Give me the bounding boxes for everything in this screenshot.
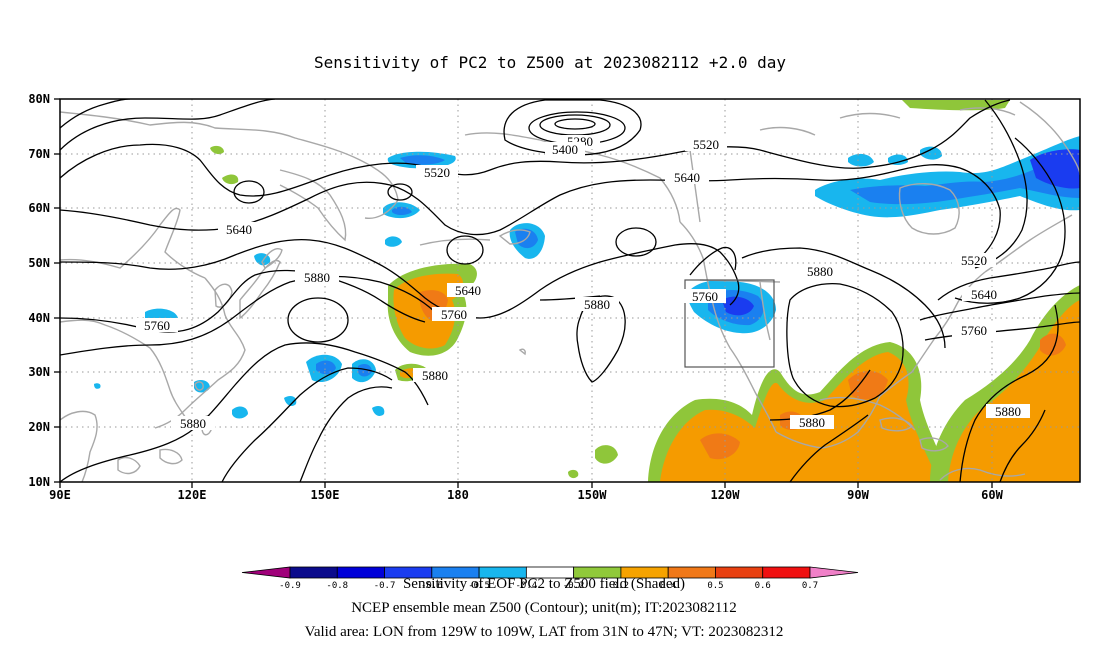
colorbar-tick-label: -0.6 xyxy=(421,581,443,591)
lat-tick-label: 10N xyxy=(28,475,50,489)
svg-text:5760: 5760 xyxy=(441,307,467,322)
contour-label: 5400 xyxy=(545,142,585,157)
contour-label: 5640 xyxy=(665,170,709,185)
lon-tick-label: 120W xyxy=(711,488,741,502)
svg-text:5640: 5640 xyxy=(226,222,252,237)
lat-tick-label: 60N xyxy=(28,201,50,215)
lat-tick-label: 40N xyxy=(28,311,50,325)
colorbar-swatch xyxy=(762,566,811,579)
colorbar-swatch xyxy=(336,566,385,579)
svg-text:5880: 5880 xyxy=(807,264,833,279)
svg-text:5880: 5880 xyxy=(304,270,330,285)
colorbar-tick-label: -0.9 xyxy=(279,581,301,591)
svg-text:5640: 5640 xyxy=(674,170,700,185)
contour-label: 5640 xyxy=(962,287,1006,302)
svg-text:5880: 5880 xyxy=(180,416,206,431)
svg-text:5880: 5880 xyxy=(799,415,825,430)
map-area: 5280 5400 5520 5520 5520 5640 5640 5640 … xyxy=(28,92,1081,502)
lon-tick-label: 60W xyxy=(981,488,1003,502)
svg-text:5400: 5400 xyxy=(552,142,578,157)
lon-tick-label: 150W xyxy=(578,488,608,502)
svg-text:5640: 5640 xyxy=(971,287,997,302)
lat-tick-label: 30N xyxy=(28,365,50,379)
longitude-labels: 90E 120E 150E 180 150W 120W 90W 60W xyxy=(49,488,1003,502)
svg-text:5520: 5520 xyxy=(961,253,987,268)
valid-area-box xyxy=(684,279,775,368)
contour-label: 5520 xyxy=(952,253,996,268)
colorbar-tick-label: -0.2 xyxy=(563,581,585,591)
contour-label: 5880 xyxy=(413,368,457,383)
svg-text:5520: 5520 xyxy=(693,137,719,152)
colorbar-high-arrow xyxy=(809,566,859,579)
caption-block: Sensitivity of EOF PC2 to Z500 field (Sh… xyxy=(305,576,784,640)
svg-text:5760: 5760 xyxy=(692,289,718,304)
colorbar-tick-label: -0.7 xyxy=(374,581,396,591)
contour-label: 5880 xyxy=(986,404,1030,419)
colorbar-tick-label: -0.5 xyxy=(468,581,490,591)
contour-label: 5760 xyxy=(136,318,178,333)
lat-tick-label: 80N xyxy=(28,92,50,106)
lon-tick-label: 120E xyxy=(178,488,207,502)
contour-label: 5760 xyxy=(952,323,996,338)
colorbar-swatch xyxy=(289,566,338,579)
lon-tick-label: 150E xyxy=(311,488,340,502)
svg-text:5760: 5760 xyxy=(144,318,170,333)
svg-text:5880: 5880 xyxy=(584,297,610,312)
contour-label: 5640 xyxy=(447,283,489,298)
contour-label: 5880 xyxy=(790,415,834,430)
caption-line-2: NCEP ensemble mean Z500 (Contour); unit(… xyxy=(351,600,737,616)
colorbar-tick-label: -0.8 xyxy=(326,581,348,591)
map-frame xyxy=(59,98,1081,483)
axis-ticks xyxy=(54,98,993,488)
colorbar-tick-label: 0.7 xyxy=(802,581,818,591)
colorbar-tick-label: 0.6 xyxy=(755,581,771,591)
contour-label: 5760 xyxy=(432,307,476,322)
contour-labels: 5280 5400 5520 5520 5520 5640 5640 5640 … xyxy=(136,134,1030,431)
latitude-labels: 10N 20N 30N 40N 50N 60N 70N 80N xyxy=(28,92,50,489)
colorbar: -0.9 -0.8 -0.7 -0.6 -0.5 -0.4 -0.2 0.2 0.4 0.5 0.6… xyxy=(241,566,859,591)
lat-tick-label: 70N xyxy=(28,147,50,161)
lat-tick-label: 50N xyxy=(28,256,50,270)
contour-label: 5880 xyxy=(295,270,339,285)
caption-line-3: Valid area: LON from 129W to 109W, LAT f… xyxy=(305,624,784,640)
colorbar-swatch xyxy=(715,566,764,579)
colorbar-tick-label: 0.2 xyxy=(613,581,629,591)
colorbar-low-arrow xyxy=(241,566,291,579)
svg-text:5760: 5760 xyxy=(961,323,987,338)
svg-text:5640: 5640 xyxy=(455,283,481,298)
z500-contours xyxy=(60,99,1080,482)
svg-text:5880: 5880 xyxy=(422,368,448,383)
colorbar-tick-label: -0.4 xyxy=(516,581,538,591)
negative-sensitivity-shading xyxy=(94,136,1080,419)
lon-tick-label: 180 xyxy=(447,488,469,502)
colorbar-tick-label: 0.5 xyxy=(707,581,723,591)
contour-label: 5880 xyxy=(575,297,619,312)
svg-text:5520: 5520 xyxy=(424,165,450,180)
colorbar-tick-label: 0.4 xyxy=(660,581,676,591)
lat-tick-label: 20N xyxy=(28,420,50,434)
contour-label: 5880 xyxy=(171,416,215,431)
lon-tick-label: 90W xyxy=(847,488,869,502)
caption-line-1: Sensitivity of EOF PC2 to Z500 field (Sh… xyxy=(403,576,685,592)
contour-label: 5520 xyxy=(685,137,727,152)
figure-title: Sensitivity of PC2 to Z500 at 2023082112… xyxy=(314,53,786,72)
contour-label: 5760 xyxy=(684,289,726,304)
svg-text:5880: 5880 xyxy=(995,404,1021,419)
contour-label: 5880 xyxy=(798,264,842,279)
contour-label: 5640 xyxy=(218,222,260,237)
contour-label: 5520 xyxy=(416,165,458,180)
lon-tick-label: 90E xyxy=(49,488,71,502)
